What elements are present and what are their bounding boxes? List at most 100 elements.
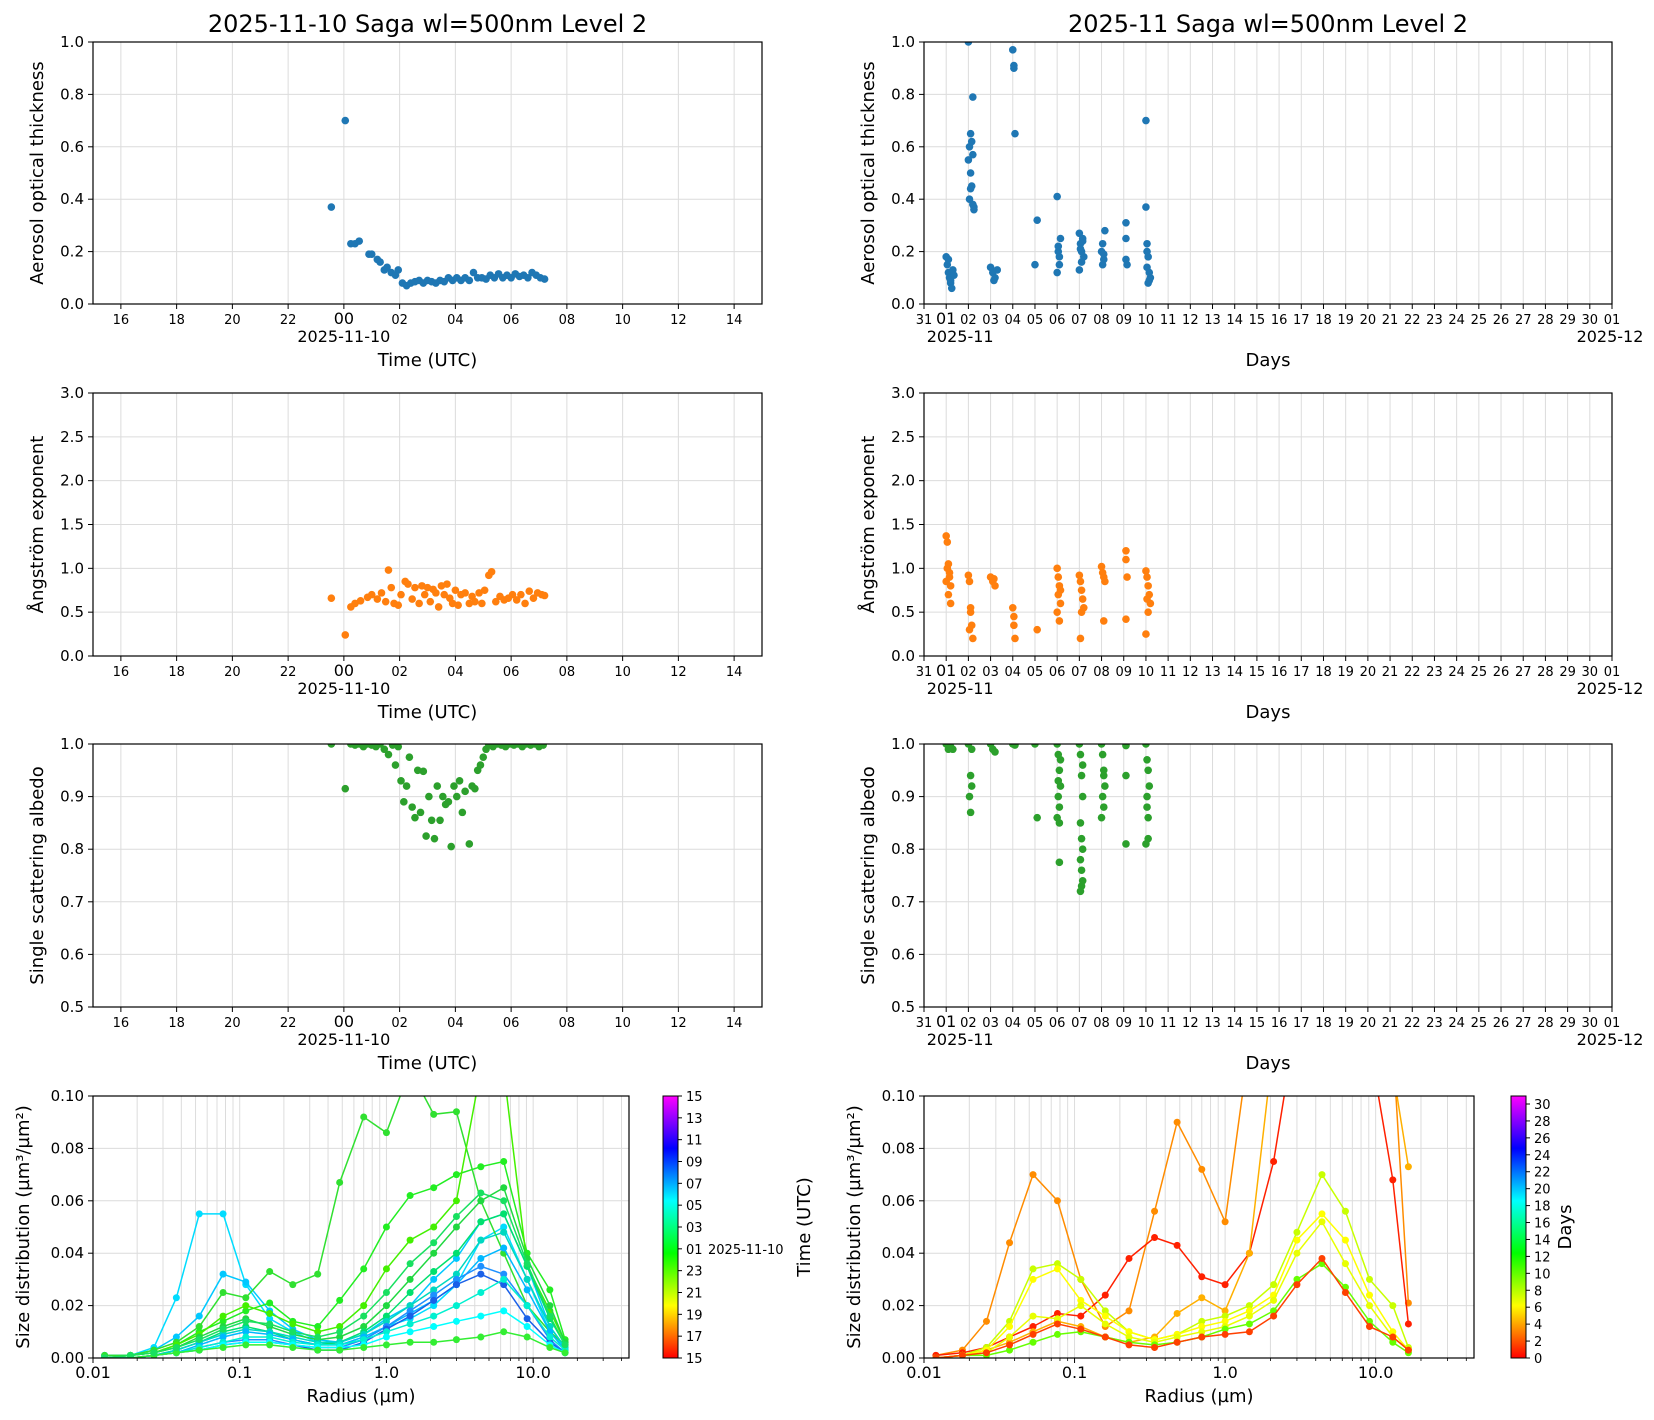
data-point bbox=[465, 840, 474, 848]
series-point bbox=[336, 1296, 344, 1304]
series-point bbox=[1245, 1328, 1253, 1336]
x-tick-label: 29 bbox=[1559, 1016, 1576, 1031]
x-tick-label: 31 bbox=[916, 313, 933, 328]
series-point bbox=[360, 1344, 368, 1352]
x-tick-label: 25 bbox=[1471, 313, 1488, 328]
series-point bbox=[430, 1338, 438, 1346]
series-point bbox=[546, 1344, 554, 1352]
y-tick-label: 2.5 bbox=[60, 428, 84, 446]
series-5 bbox=[932, 1218, 1412, 1358]
data-point bbox=[540, 591, 549, 600]
series-point bbox=[1198, 1294, 1206, 1302]
x-tick-label: 04 bbox=[447, 313, 464, 328]
series-point bbox=[172, 1294, 180, 1302]
x-tick-label: 30 bbox=[1582, 313, 1599, 328]
series-point bbox=[406, 1302, 414, 1310]
x-tick-label: 27 bbox=[1515, 665, 1532, 680]
data-point bbox=[1055, 617, 1064, 625]
x-tick-label: 10 bbox=[614, 1016, 631, 1031]
colorbar-tick-label: 30 bbox=[1534, 1098, 1551, 1113]
x-tick-label: 20 bbox=[1360, 665, 1377, 680]
data-point bbox=[432, 589, 440, 597]
x-tick-label: 31 bbox=[916, 1016, 933, 1031]
data-point bbox=[478, 599, 486, 608]
x-month-start-label: 2025-11 bbox=[927, 327, 994, 346]
data-point bbox=[408, 803, 416, 811]
x-tick-label: 10.0 bbox=[1358, 1363, 1394, 1382]
series-point bbox=[219, 1270, 227, 1278]
x-tick-label: 06 bbox=[1049, 1016, 1066, 1031]
series-point bbox=[430, 1184, 438, 1192]
data-point bbox=[404, 580, 412, 588]
x-tick-label: 09 bbox=[1115, 313, 1132, 328]
series-point bbox=[523, 1302, 531, 1310]
data-point bbox=[1144, 813, 1152, 822]
series-point bbox=[1151, 1233, 1159, 1241]
x-tick-label: 07 bbox=[1071, 1016, 1088, 1031]
series-point bbox=[477, 1262, 485, 1270]
x-date-label: 2025-11-10 bbox=[297, 327, 390, 346]
data-point bbox=[394, 744, 403, 751]
data-point bbox=[970, 203, 978, 211]
series-point bbox=[500, 1270, 508, 1278]
series-point bbox=[242, 1302, 250, 1310]
data-point bbox=[1053, 608, 1061, 616]
colorbar-tick-label: 07 bbox=[686, 1177, 703, 1192]
series-point bbox=[452, 1336, 460, 1344]
data-point bbox=[376, 258, 384, 266]
x-axis-label: Time (UTC) bbox=[377, 350, 478, 371]
data-point bbox=[433, 782, 442, 790]
series-point bbox=[406, 1289, 414, 1296]
x-axis-label: Days bbox=[1246, 702, 1291, 723]
x-tick-label: 20 bbox=[1360, 1016, 1377, 1031]
data-point bbox=[1010, 612, 1018, 621]
y-tick-label: 0.0 bbox=[60, 647, 84, 665]
series-point bbox=[1198, 1317, 1206, 1325]
data-point bbox=[1053, 564, 1061, 573]
series-point bbox=[1245, 1312, 1253, 1320]
data-point bbox=[1142, 567, 1150, 575]
series-point bbox=[452, 1302, 460, 1310]
x-tick-label: 21 bbox=[1382, 313, 1399, 328]
y-tick-label: 0.04 bbox=[51, 1244, 84, 1262]
data-point bbox=[947, 284, 956, 293]
chart-title: 2025-11 Saga wl=500nm Level 2 bbox=[1068, 10, 1468, 38]
series-point bbox=[219, 1210, 227, 1218]
data-point bbox=[966, 169, 975, 177]
x-tick-label: 09 bbox=[1115, 1016, 1132, 1031]
series-point bbox=[477, 1254, 485, 1262]
x-tick-label: 08 bbox=[559, 665, 576, 680]
x-tick-label: 02 bbox=[391, 313, 408, 328]
data-point bbox=[447, 842, 455, 851]
x-axis-label: Radius (µm) bbox=[1144, 1386, 1253, 1407]
x-tick-label: 05 bbox=[1027, 665, 1044, 680]
x-tick-label: 07 bbox=[1071, 313, 1088, 328]
data-point bbox=[341, 784, 350, 793]
y-tick-label: 0.6 bbox=[891, 945, 915, 963]
series-point bbox=[1221, 1218, 1229, 1226]
series-line bbox=[935, 1096, 1410, 1357]
x-tick-label: 16 bbox=[113, 665, 130, 680]
data-point bbox=[969, 634, 977, 643]
series-point bbox=[1389, 1040, 1396, 1047]
series-point bbox=[477, 1312, 485, 1320]
data-point bbox=[436, 816, 444, 825]
data-point bbox=[1142, 630, 1150, 638]
series-point bbox=[195, 1336, 203, 1344]
data-point bbox=[444, 798, 453, 806]
x-tick-label: 23 bbox=[1426, 313, 1443, 328]
series-point bbox=[1125, 1328, 1133, 1336]
series-point bbox=[336, 1333, 344, 1341]
series-point bbox=[1173, 1118, 1181, 1126]
y-ticks-p3: 0.0 0.5 1.0 1.5 2.0 2.5 3.0 bbox=[60, 384, 93, 665]
data-p6 bbox=[942, 744, 1154, 896]
series-point bbox=[172, 1349, 180, 1357]
x-tick-label: 06 bbox=[503, 1016, 520, 1031]
series-point bbox=[336, 1178, 344, 1186]
data-point bbox=[1011, 744, 1019, 749]
x-tick-label: 01 bbox=[1604, 665, 1621, 680]
x-tick-label: 14 bbox=[726, 313, 743, 328]
data-p1 bbox=[327, 116, 549, 290]
x-ticks-p5: 16 18 20 22 00 02 04 06 08 10 12 14 bbox=[113, 1007, 742, 1031]
colorbar-date-label: 2025-11-10 bbox=[708, 1243, 784, 1258]
